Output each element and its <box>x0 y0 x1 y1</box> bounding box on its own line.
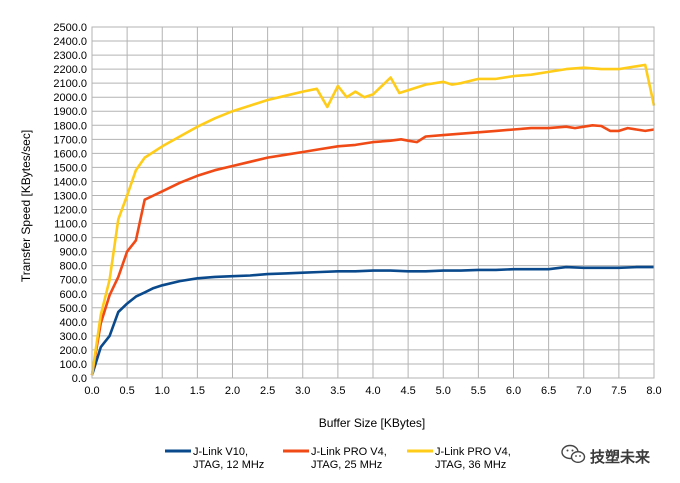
y-tick-label: 2000.0 <box>53 92 87 104</box>
x-tick-label: 4.5 <box>400 385 415 397</box>
y-tick-label: 2200.0 <box>53 64 87 76</box>
y-tick-label: 1500.0 <box>53 162 87 174</box>
y-tick-label: 600.0 <box>59 289 87 301</box>
legend-item-1: J-Link V10,JTAG, 12 MHz <box>165 446 264 471</box>
x-tick-label: 1.0 <box>155 385 170 397</box>
x-tick-label: 6.5 <box>541 385 556 397</box>
legend-label: JTAG, 12 MHz <box>193 459 264 471</box>
series-line-3 <box>90 63 656 376</box>
legend-label: JTAG, 36 MHz <box>435 459 506 471</box>
y-tick-label: 200.0 <box>59 345 87 357</box>
y-tick-label: 1400.0 <box>53 176 87 188</box>
y-tick-label: 500.0 <box>59 303 87 315</box>
x-tick-label: 0.5 <box>119 385 134 397</box>
legend-item-3: J-Link PRO V4,JTAG, 36 MHz <box>407 446 511 471</box>
y-axis-title: Transfer Speed [KBytes/sec] <box>19 130 33 282</box>
plot-frame <box>91 26 655 379</box>
y-tick-label: 100.0 <box>59 359 87 371</box>
y-tick-label: 1200.0 <box>53 205 87 217</box>
x-tick-label: 5.0 <box>436 385 451 397</box>
y-tick-label: 1300.0 <box>53 190 87 202</box>
y-tick-label: 2500.0 <box>53 22 87 34</box>
x-tick-label: 8.0 <box>646 385 661 397</box>
x-tick-label: 4.0 <box>365 385 380 397</box>
legend-item-2: J-Link PRO V4,JTAG, 25 MHz <box>283 446 387 471</box>
y-tick-label: 1700.0 <box>53 134 87 146</box>
y-tick-label: 700.0 <box>59 275 87 287</box>
x-tick-label: 3.5 <box>330 385 345 397</box>
y-tick-label: 800.0 <box>59 261 87 273</box>
y-tick-label: 1800.0 <box>53 120 87 132</box>
x-tick-label: 1.5 <box>190 385 205 397</box>
y-tick-label: 1600.0 <box>53 148 87 160</box>
y-tick-label: 900.0 <box>59 247 87 259</box>
x-tick-labels: 0.0 0.5 1.0 1.5 2.0 2.5 3.0 3.5 4.0 4.5 5.0 5.5 6.0 6… <box>84 385 661 397</box>
x-tick-label: 0.0 <box>84 385 99 397</box>
y-tick-label: 300.0 <box>59 331 87 343</box>
y-tick-label: 2100.0 <box>53 78 87 90</box>
y-tick-label: 2300.0 <box>53 50 87 62</box>
x-tick-label: 7.5 <box>611 385 626 397</box>
legend-label: JTAG, 25 MHz <box>311 459 382 471</box>
x-tick-label: 7.0 <box>576 385 591 397</box>
x-tick-label: 5.5 <box>471 385 486 397</box>
y-tick-label: 2400.0 <box>53 36 87 48</box>
y-tick-label: 1000.0 <box>53 233 87 245</box>
series-lines <box>90 63 656 376</box>
series-line-2 <box>90 124 655 376</box>
y-tick-label: 1100.0 <box>54 219 87 231</box>
watermark: 技塑未来 <box>561 444 651 466</box>
y-tick-label: 1900.0 <box>53 106 87 118</box>
series-line-1 <box>90 265 654 376</box>
watermark-text: 技塑未来 <box>590 448 651 466</box>
y-tick-label: 400.0 <box>59 317 87 329</box>
y-tick-labels: 0.0 100.0 200.0 300.0 400.0 500.0 600.0 700.0 80… <box>53 22 87 385</box>
grid <box>91 26 655 379</box>
wechat-icon <box>561 444 586 464</box>
x-tick-label: 2.0 <box>225 385 240 397</box>
x-axis-title: Buffer Size [KBytes] <box>319 416 426 430</box>
legend-label: J-Link PRO V4, <box>311 446 387 458</box>
legend-label: J-Link V10, <box>193 446 248 458</box>
x-tick-label: 2.5 <box>260 385 275 397</box>
legend-label: J-Link PRO V4, <box>435 446 511 458</box>
x-tick-label: 6.0 <box>506 385 521 397</box>
y-tick-label: 0.0 <box>72 373 87 385</box>
x-tick-label: 3.0 <box>295 385 310 397</box>
